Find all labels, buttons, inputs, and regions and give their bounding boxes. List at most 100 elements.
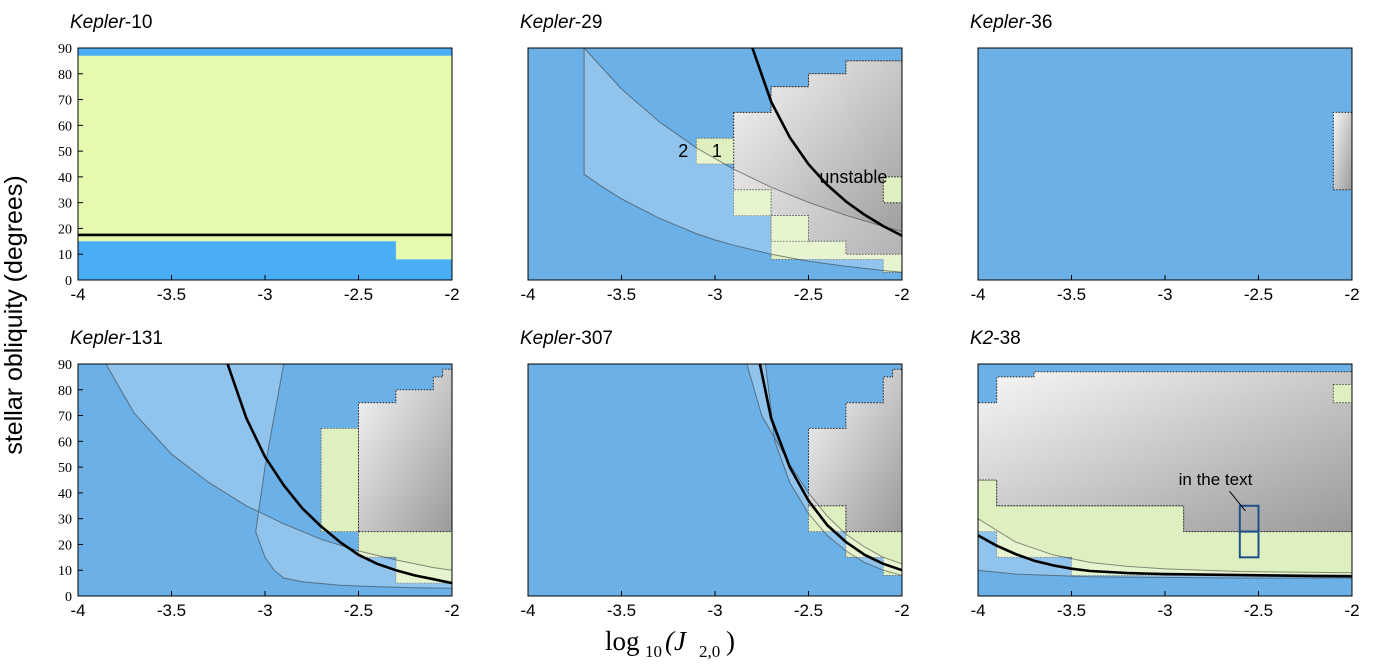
stable-background [978,48,1352,280]
x-tick-label: -3.5 [1057,285,1086,304]
x-tick-label: -2 [444,601,459,620]
panel-title-rest: -36 [1025,12,1052,33]
y-tick-label: 80 [58,384,72,399]
x-axis-label-log: log [605,626,640,656]
x-axis-label-close: ) [726,626,735,656]
plot-area [978,364,1352,596]
uncertainty-band [978,518,1352,579]
y-tick-label: 0 [65,274,72,289]
y-tick-label: 20 [58,538,72,553]
in-plot-label: 2 [678,141,688,161]
panel-title-rest: -131 [125,328,163,349]
x-tick-label: -4 [70,601,85,620]
y-tick-label: 0 [65,590,72,605]
x-tick-label: -4 [520,601,535,620]
y-tick-label: 60 [58,435,72,450]
x-tick-label: -3 [1157,285,1172,304]
x-tick-label: -3 [707,285,722,304]
x-tick-label: -2 [1344,601,1359,620]
plot-area [528,48,902,280]
y-tick-label: 10 [58,564,72,579]
y-tick-label: 30 [58,513,72,528]
panel-title: Kepler-307 [520,328,613,349]
grid-cell [770,215,809,242]
plot-area [78,364,452,596]
unstable-region [808,368,902,533]
y-tick-label: 50 [58,461,72,476]
unstable-region [358,368,452,533]
x-tick-label: -2.5 [794,601,823,620]
annotation-arrow [1229,490,1246,512]
y-tick-label: 70 [58,94,72,109]
x-tick-label: -3.5 [1057,601,1086,620]
panel-title-italic: Kepler [970,12,1026,33]
x-tick-label: -3 [707,601,722,620]
panel-3: Kepler-36 -4 -3.5 -3 -2.5 -2 [970,12,1360,304]
panel-title: Kepler-29 [520,12,602,33]
grid-cell [1332,384,1352,404]
x-tick-label: -4 [520,285,535,304]
annotation-line-1: cases discussed [1153,0,1278,4]
y-tick-label: 90 [58,358,72,373]
panel-title-italic: K2 [970,328,994,349]
uncertainty-band [583,48,902,273]
panel-2: Kepler-29 -4 -3.5 -3 -2.5 -2 2 1 unstable [520,12,910,304]
uncertainty-band [105,364,452,589]
plot-area [528,364,902,596]
y-tick-label: 50 [58,145,72,160]
plot-area [78,48,452,280]
stability-boundary-curve [758,364,902,572]
panel-title-rest: -38 [993,328,1020,349]
x-tick-label: -2.5 [344,601,373,620]
panel-title-italic: Kepler [520,12,576,33]
highlight-box [1238,530,1260,559]
y-tick-label: 30 [58,197,72,212]
x-axis-label-arg-subscript: 2,0 [699,642,720,661]
in-plot-label: 1 [712,141,722,161]
x-tick-label: -2 [1344,285,1359,304]
y-tick-label: 70 [58,410,72,425]
y-tick-label: 60 [58,119,72,134]
panel-title: Kepler-131 [70,328,163,349]
stability-boundary-curve [751,48,902,237]
y-tick-label: 10 [58,248,72,263]
panel-title-rest: -10 [125,12,152,33]
panel-4: Kepler-131 -4 -3.5 -3 -2.5 -2 0 10 20 30 40 50 60 70 8… [58,328,460,620]
x-tick-label: -3.5 [157,285,186,304]
panel-6: K2-38 -4 -3.5 -3 -2.5 -2 cases discussed in the… [970,0,1360,620]
x-tick-label: -2.5 [1244,601,1273,620]
y-tick-label: 40 [58,487,72,502]
panel-5: Kepler-307 -4 -3.5 -3 -2.5 -2 [520,328,910,620]
panel-title-rest: -307 [575,328,613,349]
in-plot-label: unstable [819,167,887,187]
y-tick-label: 20 [58,222,72,237]
annotation-line-2: in the text [1179,470,1253,489]
x-tick-label: -2 [444,285,459,304]
x-axis-label-log-subscript: 10 [645,642,662,661]
unstable-region [1332,111,1352,191]
x-tick-label: -2.5 [794,285,823,304]
panels-group: Kepler-10-4 -3.5 -3 -2.5 -201020304050607080… [58,0,1360,620]
panel-1: Kepler-10 -4 -3.5 -3 -2.5 -2 0 10 20 30 40 50 60 70 80… [58,12,460,304]
x-tick-label: -3 [1157,601,1172,620]
x-tick-label: -3.5 [607,601,636,620]
x-tick-label: -2.5 [344,285,373,304]
panel-title-italic: Kepler [70,328,126,349]
x-tick-label: -3.5 [157,601,186,620]
x-tick-label: -4 [70,285,85,304]
y-tick-label: 80 [58,68,72,83]
x-tick-label: -4 [970,285,985,304]
y-tick-label: 90 [58,42,72,57]
stability-boundary-curve [226,364,452,585]
panel-title-italic: Kepler [520,328,576,349]
x-axis-label-arg: (J [665,626,688,656]
uncertainty-band [746,364,902,576]
x-tick-label: -3.5 [607,285,636,304]
x-tick-label: -3 [257,601,272,620]
stability-boundary-curve [978,534,1352,578]
x-tick-label: -2 [894,285,909,304]
panel-title: Kepler-10 [70,12,152,33]
x-tick-label: -4 [970,601,985,620]
panel-title-italic: Kepler [70,12,126,33]
